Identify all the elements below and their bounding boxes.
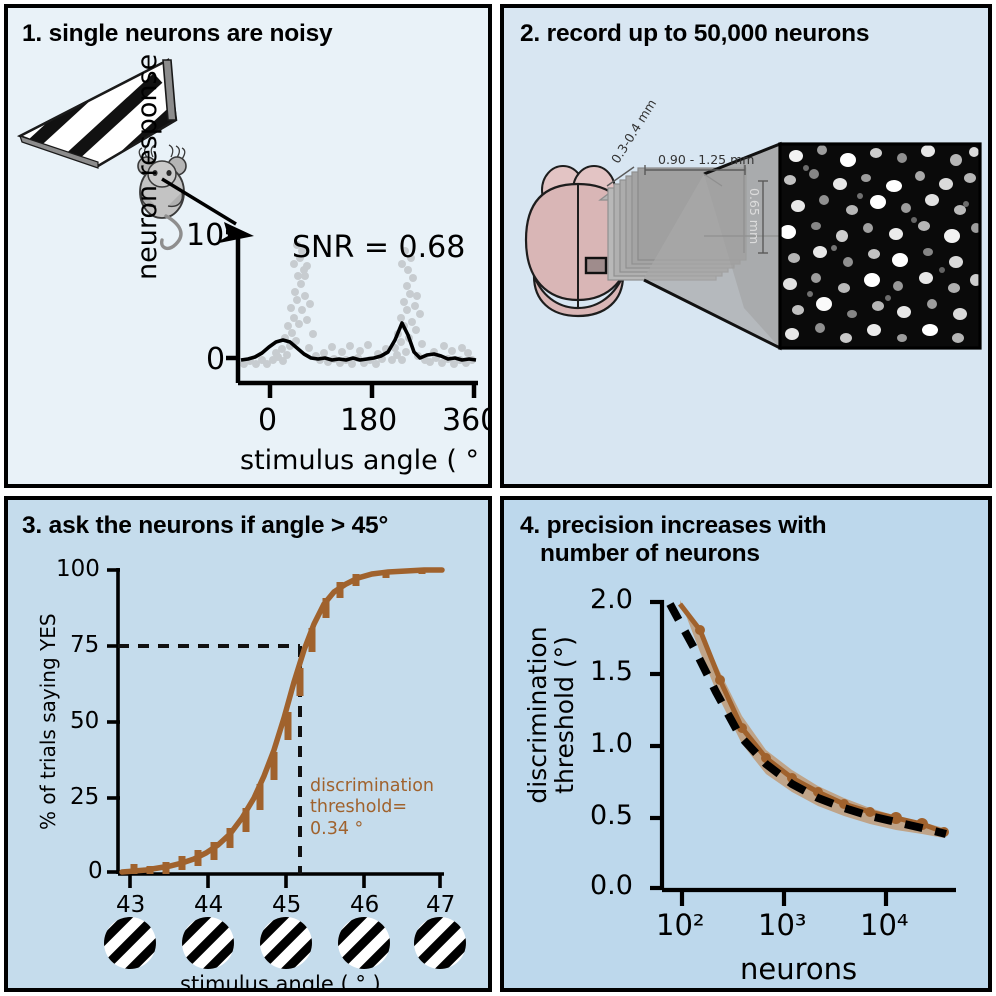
mouse-icon (137, 144, 187, 251)
psy-ytick-100: 100 (56, 556, 100, 582)
imaging-site-marker (584, 256, 608, 275)
psy-xtick-44: 44 (194, 892, 224, 918)
tuning-mean-line (240, 321, 477, 362)
two-photon-field (780, 144, 980, 348)
fov-height-label: 0.65 mm (747, 188, 762, 245)
threshold-line-2: threshold= (310, 797, 408, 818)
panel4-title: 4. precision increases with number of ne… (520, 512, 940, 567)
thr-xlabel: neurons (740, 952, 858, 986)
zoom-cone (643, 141, 782, 351)
tuning-ytick-0: 0 (206, 342, 226, 377)
panel3-graphic (104, 567, 466, 969)
panel-precision-increases: 4. precision increases with number of ne… (500, 496, 992, 992)
threshold-line-3: 0.34 ° (310, 818, 364, 839)
psy-xtick-46: 46 (350, 892, 380, 918)
psy-ytick-25: 25 (70, 784, 100, 810)
psy-ytick-75: 75 (70, 632, 100, 658)
tuning-curve-plot (226, 229, 478, 398)
threshold-annotation: discrimination threshold= 0.34 ° (310, 776, 434, 840)
thr-ylabel-text: discrimination threshold (°) (523, 626, 579, 804)
tuning-ytick-10: 10 (186, 218, 225, 253)
snr-annotation: SNR = 0.68 (292, 230, 466, 265)
thr-ytick-2: 2.0 (590, 584, 633, 615)
thr-ytick-1: 1.0 (590, 728, 633, 759)
thr-error-band (680, 600, 944, 838)
thr-ylabel: 4. discrimination threshold (°) (523, 600, 579, 830)
stimulus-grating-icons (104, 917, 466, 969)
panel4-graphic (650, 599, 956, 906)
panel1-title: 1. single neurons are noisy (22, 20, 333, 47)
psy-ytick-50: 50 (70, 708, 100, 734)
thr-ytick-05: 0.5 (590, 800, 633, 831)
psy-ylabel: % of trials saying YES (36, 613, 60, 830)
thr-ytick-15: 1.5 (590, 656, 633, 687)
thr-ytick-0: 0.0 (590, 870, 633, 901)
field-of-view-border (778, 142, 982, 350)
tuning-xtick-360: 360 (442, 403, 488, 438)
threshold-guides (118, 644, 302, 874)
panel-ask-the-neurons: 3. ask the neurons if angle > 45° (4, 496, 492, 992)
panel3-title: 3. ask the neurons if angle > 45° (22, 512, 389, 539)
tuning-xtick-180: 180 (340, 403, 398, 438)
panel1-graphic (16, 58, 478, 398)
tuning-xtick-0: 0 (258, 403, 278, 438)
dimension-guides (606, 165, 768, 254)
thr-xtick-1e4: 10⁴ (860, 908, 909, 942)
panel4-title-line2: number of neurons (540, 539, 760, 567)
psy-xtick-43: 43 (116, 892, 146, 918)
psy-ytick-0: 0 (88, 858, 103, 884)
psy-xtick-45: 45 (272, 892, 302, 918)
panel-single-neurons-are-noisy: 1. single neurons are noisy (4, 4, 492, 488)
fov-width-label: 0.90 - 1.25 mm (658, 152, 755, 167)
psy-xtick-47: 47 (426, 892, 456, 918)
thr-xtick-1e2: 10² (656, 908, 705, 942)
threshold-line-1: discrimination (310, 776, 435, 796)
psy-xlabel: stimulus angle ( ° ) (180, 972, 381, 992)
panel4-title-line1: 4. precision increases with (520, 512, 827, 539)
panel-record-neurons: 2. record up to 50,000 neurons (500, 4, 992, 488)
tuning-ylabel: neuron response (132, 53, 163, 280)
psychometric-fit-line (119, 567, 445, 875)
panel2-graphic (524, 141, 982, 351)
tuning-xlabel: stimulus angle ( ° ) (240, 445, 492, 476)
mouse-brain-icon (524, 165, 633, 318)
thr-xtick-1e3: 10³ (758, 908, 807, 942)
panel2-title: 2. record up to 50,000 neurons (520, 20, 870, 47)
